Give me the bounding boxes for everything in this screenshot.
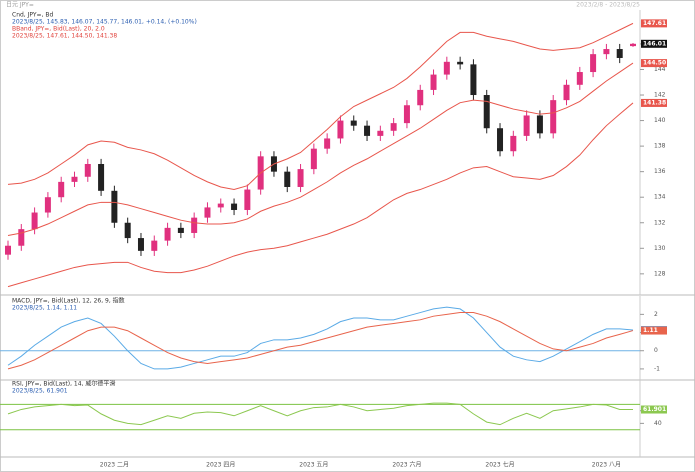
value-box	[641, 19, 667, 28]
candle-body	[497, 128, 504, 152]
value-box	[641, 59, 667, 68]
candle-body	[18, 229, 25, 246]
x-tick-label: 2023 七月	[485, 461, 514, 469]
value-box-label: 141.38	[643, 99, 666, 106]
candle-body	[217, 203, 224, 208]
legend-text: RSI, JPY=, Bid(Last), 14, 威尔德平滑	[12, 380, 115, 388]
x-tick-label: 2023 五月	[299, 462, 328, 469]
date-range: 2023/2/8 - 2023/8/25	[576, 2, 640, 9]
value-box-label: 144.50	[643, 60, 666, 67]
value-box-label: 147.61	[643, 20, 666, 27]
candle-body	[536, 115, 543, 134]
candle-body	[443, 61, 450, 75]
candle-body	[297, 169, 304, 187]
candle-body	[98, 163, 105, 191]
candle-body	[58, 181, 65, 198]
series-line	[7, 62, 634, 237]
candle-body	[71, 176, 78, 182]
legend-text: BBand, JPY=, Bid(Last), 20, 2.0	[12, 26, 105, 33]
candle-body	[457, 61, 464, 65]
legend-text: MACD, JPY=, Bid(Last), 12, 26, 9, 指数	[12, 297, 125, 305]
candle-body	[430, 74, 437, 90]
y-tick-label: 140	[654, 117, 666, 124]
value-box-label: 146.01	[643, 40, 666, 47]
y-tick-label: 0	[654, 347, 658, 354]
candle-body	[84, 163, 91, 177]
value-box	[641, 98, 667, 107]
candle-body	[590, 54, 597, 73]
candle-body	[124, 222, 131, 239]
y-tick-label: 132	[654, 219, 666, 226]
y-tick-label: 144	[654, 66, 666, 73]
candle-body	[191, 217, 198, 233]
candle-body	[364, 125, 371, 136]
candle-body	[231, 203, 238, 210]
x-tick-label: 2023 四月	[206, 462, 235, 469]
y-tick-label: 134	[654, 194, 666, 201]
candle-body	[630, 43, 636, 47]
candle-body	[204, 207, 211, 218]
candle-body	[403, 105, 410, 124]
candle-body	[603, 49, 610, 55]
y-tick-label: 2	[654, 311, 658, 318]
candle-body	[44, 197, 51, 213]
y-tick-label: 138	[654, 143, 666, 150]
value-box	[641, 39, 667, 48]
candle-body	[324, 138, 331, 149]
candle-body	[483, 95, 490, 129]
y-tick-label: 40	[654, 420, 662, 427]
y-tick-label: -1	[654, 365, 660, 372]
series-line	[7, 102, 634, 288]
candle-body	[616, 49, 623, 58]
page-title: 日元 JPY=	[6, 2, 34, 9]
candle-body	[470, 64, 477, 96]
candle-body	[31, 212, 38, 230]
y-tick-label: 136	[654, 168, 666, 175]
legend-text: 2023/8/25, 1.14, 1.11	[12, 305, 77, 312]
candle-body	[137, 238, 144, 251]
candle-body	[563, 84, 570, 101]
legend-text: 2023/8/25, 145.83, 146.07, 145.77, 146.0…	[12, 19, 197, 26]
candle-body	[576, 72, 583, 85]
legend-text: 2023/8/25, 61.901	[12, 388, 68, 395]
candle-body	[310, 148, 317, 170]
series-line	[7, 22, 634, 191]
series-line	[7, 402, 634, 426]
series-line	[7, 306, 634, 370]
x-tick-label: 2023 六月	[392, 461, 421, 469]
y-tick-label: 130	[654, 245, 666, 252]
candle-body	[350, 120, 357, 126]
series-line	[7, 312, 634, 370]
value-box-label: 1.11	[643, 327, 658, 334]
candle-body	[5, 245, 11, 255]
candle-body	[244, 189, 251, 210]
candle-body	[523, 115, 530, 136]
candle-body	[390, 123, 397, 131]
x-tick-label: 2023 二月	[100, 462, 129, 469]
candle-body	[550, 100, 557, 134]
candle-body	[377, 130, 384, 136]
candle-body	[284, 171, 291, 187]
candle-body	[151, 240, 158, 251]
candle-body	[417, 89, 424, 106]
candle-body	[510, 135, 517, 152]
candle-body	[337, 120, 344, 139]
y-tick-label: 142	[654, 92, 666, 99]
candle-body	[164, 227, 171, 241]
value-box	[641, 326, 667, 335]
legend-text: Cnd, JPY=, Bd	[12, 12, 53, 19]
legend-text: 2023/8/25, 147.61, 144.50, 141.38	[12, 33, 117, 40]
candle-body	[111, 190, 118, 223]
x-tick-label: 2023 八月	[592, 462, 621, 469]
y-tick-label: 128	[654, 270, 666, 277]
candle-body	[177, 227, 184, 233]
value-box-label: 61.901	[643, 406, 666, 413]
value-box	[641, 405, 667, 414]
